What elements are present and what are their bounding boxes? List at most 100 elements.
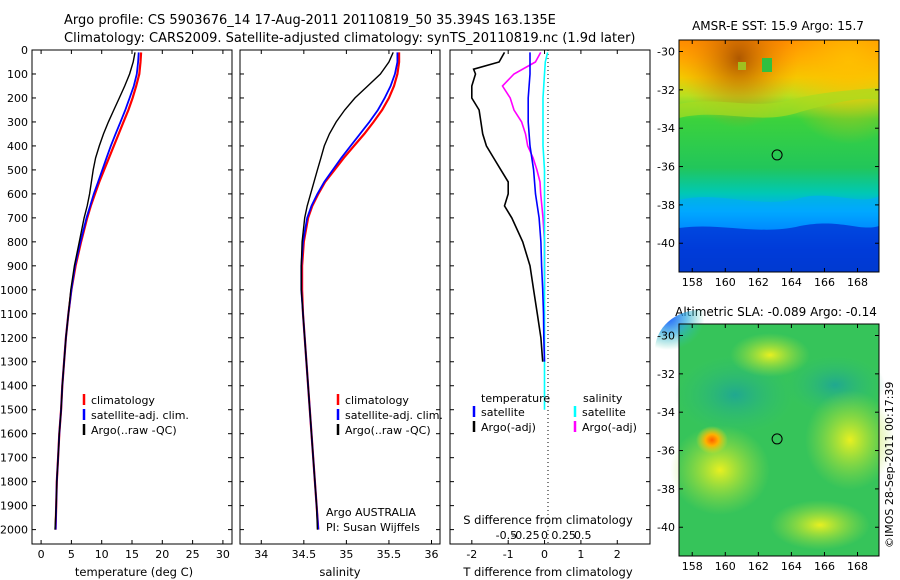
depth-tick-label: 900 bbox=[7, 260, 28, 273]
temperature-xlabel: temperature (deg C) bbox=[75, 565, 193, 579]
s-tick-label: -0.5 bbox=[496, 529, 517, 542]
s-difference-xlabel: S difference from climatology bbox=[463, 513, 633, 527]
depth-tick-label: 700 bbox=[7, 212, 28, 225]
series-line-satellite bbox=[300, 52, 399, 530]
x-tick-label: 20 bbox=[155, 548, 169, 561]
header-line-1: Argo profile: CS 5903676_14 17-Aug-2011 … bbox=[64, 13, 556, 28]
sst-field bbox=[679, 40, 879, 272]
difference-series bbox=[470, 52, 549, 410]
lon-tick-label: 158 bbox=[682, 560, 703, 573]
legend-argo-label: Argo(..raw -QC) bbox=[91, 424, 177, 437]
legend-satellite-label: satellite-adj. clim. bbox=[91, 409, 189, 422]
t-difference-x-axis: -2 -1 0 1 2 bbox=[466, 50, 621, 561]
depth-tick-label: 200 bbox=[7, 92, 28, 105]
sla-high-region bbox=[730, 333, 810, 377]
s-tick-label: -0.25 bbox=[511, 529, 539, 542]
sst-map-panel: AMSR-E SST: 15.9 Argo: 15.7 158 160 162 164… bbox=[657, 19, 880, 289]
argo-float-location-marker bbox=[771, 433, 783, 445]
lon-tick-label: 168 bbox=[847, 560, 868, 573]
temperature-series bbox=[54, 52, 143, 530]
sla-longitude-axis: 158 160 162 164 166 168 bbox=[682, 324, 868, 573]
sla-low-region bbox=[655, 310, 745, 390]
difference-legend-salinity: salinity satellite Argo(-adj) bbox=[573, 392, 637, 434]
lat-tick-label: -36 bbox=[657, 445, 675, 458]
s-tick-label: 0.25 bbox=[551, 529, 576, 542]
depth-tick-label: 800 bbox=[7, 236, 28, 249]
x-tick-label: 1 bbox=[577, 548, 584, 561]
lon-tick-label: 160 bbox=[715, 276, 736, 289]
legend-argo-label: Argo(..raw -QC) bbox=[345, 424, 431, 437]
sst-patch bbox=[762, 58, 772, 72]
series-line-satellite bbox=[54, 52, 140, 530]
salinity-xlabel: salinity bbox=[319, 565, 360, 579]
salinity-series bbox=[300, 52, 401, 530]
sst-map-frame bbox=[678, 39, 880, 273]
x-tick-label: 0 bbox=[541, 548, 548, 561]
legend-s-satellite-label: satellite bbox=[582, 406, 626, 419]
t-difference-xlabel: T difference from climatology bbox=[462, 565, 633, 579]
lat-tick-label: -30 bbox=[657, 46, 675, 59]
depth-tick-label: 2000 bbox=[0, 524, 28, 537]
principal-investigator-note: PI: Susan Wijffels bbox=[326, 521, 420, 534]
depth-tick-label: 1300 bbox=[0, 356, 28, 369]
sst-patch bbox=[738, 62, 746, 70]
sst-map-title: AMSR-E SST: 15.9 Argo: 15.7 bbox=[692, 19, 864, 33]
temperature-panel: 0100200300400500600700800900100011001200… bbox=[0, 44, 233, 579]
series-line-argo bbox=[300, 52, 394, 530]
difference-y-ticks bbox=[450, 49, 650, 531]
s-difference-x-axis: -0.5-0.25 0 0.250.5 bbox=[496, 529, 592, 542]
series-line-climatology bbox=[54, 52, 143, 530]
s-tick-label: 0 bbox=[541, 529, 548, 542]
lat-tick-label: -40 bbox=[657, 237, 675, 250]
salinity-legend: climatology satellite-adj. clim. Argo(..… bbox=[336, 394, 443, 437]
depth-tick-label: 1800 bbox=[0, 476, 28, 489]
sst-front-band bbox=[679, 88, 879, 118]
difference-legend-temperature: temperature satellite Argo(-adj) bbox=[472, 392, 550, 434]
depth-tick-label: 1500 bbox=[0, 404, 28, 417]
lat-tick-label: -38 bbox=[657, 483, 675, 496]
lon-tick-label: 164 bbox=[781, 560, 802, 573]
x-tick-label: 34.5 bbox=[292, 548, 317, 561]
depth-tick-label: 500 bbox=[7, 164, 28, 177]
lat-tick-label: -38 bbox=[657, 199, 675, 212]
depth-tick-label: 600 bbox=[7, 188, 28, 201]
argo-float-location-marker bbox=[771, 149, 783, 161]
series-line-climatology bbox=[301, 52, 401, 530]
header-line-2: Climatology: CARS2009. Satellite-adjuste… bbox=[64, 31, 636, 46]
legend-satellite-label: satellite-adj. clim. bbox=[345, 409, 443, 422]
sla-high-region bbox=[770, 500, 870, 550]
temperature-plot-frame bbox=[31, 49, 233, 545]
float-owner-note: Argo AUSTRALIA bbox=[326, 506, 416, 519]
legend-s-argo-label: Argo(-adj) bbox=[582, 421, 637, 434]
lon-tick-label: 162 bbox=[748, 276, 769, 289]
lon-tick-label: 162 bbox=[748, 560, 769, 573]
sst-coldest-region bbox=[679, 223, 879, 272]
salinity-plot-frame bbox=[239, 49, 441, 545]
temperature-legend: climatology satellite-adj. clim. Argo(..… bbox=[82, 394, 189, 437]
depth-tick-label: 1600 bbox=[0, 428, 28, 441]
sla-peak-region bbox=[696, 426, 728, 454]
depth-tick-label: 1200 bbox=[0, 332, 28, 345]
series-line-t_satellite bbox=[527, 52, 546, 362]
lon-tick-label: 158 bbox=[682, 276, 703, 289]
lat-tick-label: -40 bbox=[657, 521, 675, 534]
x-tick-label: 2 bbox=[614, 548, 621, 561]
lon-tick-label: 166 bbox=[814, 560, 835, 573]
depth-tick-label: 1000 bbox=[0, 284, 28, 297]
salinity-panel: 34 34.5 35 35.5 36 salinity climatology sate… bbox=[239, 49, 443, 579]
difference-plot-frame bbox=[449, 49, 651, 545]
depth-tick-label: 300 bbox=[7, 116, 28, 129]
series-line-argo bbox=[54, 52, 136, 530]
x-tick-label: 25 bbox=[186, 548, 200, 561]
salinity-x-axis: 34 34.5 35 35.5 36 bbox=[254, 50, 438, 561]
x-tick-label: 15 bbox=[125, 548, 139, 561]
lat-tick-label: -32 bbox=[657, 368, 675, 381]
sst-longitude-axis: 158 160 162 164 166 168 bbox=[682, 40, 868, 289]
sla-field bbox=[655, 310, 895, 556]
sla-high-region bbox=[670, 425, 770, 515]
sla-map-panel: Altimetric SLA: -0.089 Argo: -0.14 158 16… bbox=[655, 305, 895, 573]
legend-climatology-label: climatology bbox=[91, 394, 155, 407]
legend-t-argo-label: Argo(-adj) bbox=[481, 421, 536, 434]
depth-axis: 0 100 200 300 400 500 600 700 800 900 1000 1100 1200… bbox=[0, 44, 232, 537]
